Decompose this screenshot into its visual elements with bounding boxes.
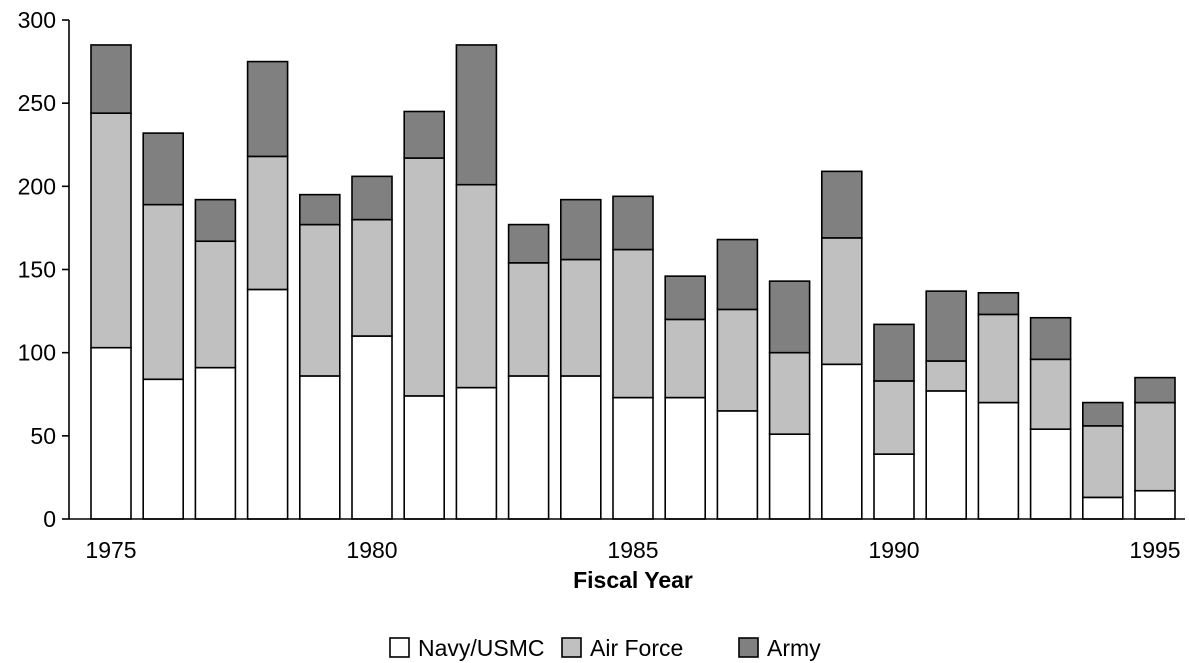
bar-army-1976	[142, 132, 184, 206]
bar-navy-usmc-1989	[820, 363, 863, 520]
bar-army-1983	[507, 223, 550, 264]
bar-navy-usmc-1975	[90, 346, 132, 520]
bar-army-1992	[977, 291, 1020, 316]
bar-army-1981	[403, 110, 446, 159]
bar-air-force-1990	[873, 380, 915, 455]
bar-air-force-1984	[559, 258, 602, 377]
bar-army-1994	[1082, 401, 1124, 427]
bars-group	[90, 44, 1176, 520]
bar-army-1987	[716, 238, 759, 311]
bar-army-1978	[246, 60, 289, 158]
bar-army-1993	[1029, 316, 1072, 361]
bar-navy-usmc-1992	[977, 401, 1020, 520]
legend: Navy/USMC Air Force Army	[389, 635, 821, 661]
bar-navy-usmc-1982	[455, 386, 498, 520]
bar-navy-usmc-1979	[298, 375, 341, 520]
bar-air-force-1991	[925, 360, 968, 392]
x-tick-label: 1990	[868, 537, 919, 563]
bar-navy-usmc-1981	[403, 395, 446, 520]
legend-swatch-army	[738, 637, 759, 658]
y-tick-label: 50	[30, 423, 56, 449]
bar-army-1991	[925, 290, 968, 362]
bar-air-force-1977	[194, 240, 237, 369]
bar-army-1979	[298, 193, 341, 226]
bar-army-1989	[820, 170, 863, 239]
legend-swatch-air-force	[561, 637, 582, 658]
bar-air-force-1988	[768, 351, 811, 435]
bar-navy-usmc-1990	[873, 453, 915, 520]
x-tick-label: 1980	[346, 537, 397, 563]
bar-air-force-1989	[820, 237, 863, 366]
bar-air-force-1980	[351, 218, 393, 337]
bar-air-force-1983	[507, 262, 550, 377]
bar-navy-usmc-1985	[612, 396, 654, 520]
y-tick-label: 300	[18, 7, 56, 33]
bar-army-1986	[664, 275, 707, 321]
bar-navy-usmc-1983	[507, 375, 550, 520]
bar-army-1975	[90, 44, 132, 114]
bar-navy-usmc-1984	[559, 375, 602, 520]
y-tick-label: 200	[18, 173, 56, 199]
bar-army-1984	[559, 198, 602, 261]
legend-label: Air Force	[590, 635, 683, 661]
bar-air-force-1992	[977, 313, 1020, 404]
bar-navy-usmc-1977	[194, 366, 237, 520]
bar-air-force-1975	[90, 112, 132, 349]
bar-navy-usmc-1986	[664, 396, 707, 520]
bar-army-1995	[1134, 376, 1176, 404]
bar-air-force-1976	[142, 203, 184, 381]
legend-label: Navy/USMC	[418, 635, 545, 661]
y-tick-label: 100	[18, 340, 56, 366]
bar-air-force-1995	[1134, 401, 1176, 492]
y-tick-label: 0	[43, 506, 56, 532]
bar-navy-usmc-1993	[1029, 428, 1072, 520]
legend-swatch-navy-usmc	[389, 637, 410, 658]
x-tick-label: 1975	[85, 537, 136, 563]
bar-air-force-1985	[612, 248, 654, 399]
bar-army-1985	[612, 195, 654, 251]
bar-air-force-1986	[664, 318, 707, 399]
bar-army-1988	[768, 280, 811, 354]
x-axis-title: Fiscal Year	[573, 567, 693, 593]
y-tick-label: 150	[18, 257, 56, 283]
bar-army-1977	[194, 198, 237, 243]
bar-navy-usmc-1988	[768, 433, 811, 520]
x-tick-label: 1985	[607, 537, 658, 563]
bar-navy-usmc-1987	[716, 410, 759, 520]
y-tick-labels: 0 50 100 150 200 250 300	[18, 7, 56, 532]
x-tick-label: 1995	[1129, 537, 1180, 563]
bar-air-force-1993	[1029, 358, 1072, 430]
bar-navy-usmc-1978	[246, 288, 289, 520]
bar-army-1982	[455, 44, 498, 186]
bar-navy-usmc-1980	[351, 335, 393, 520]
bar-air-force-1982	[455, 183, 498, 389]
bar-navy-usmc-1991	[925, 390, 968, 520]
bar-navy-usmc-1995	[1134, 489, 1176, 520]
bar-air-force-1979	[298, 223, 341, 377]
axes-group	[62, 19, 1185, 520]
bar-air-force-1987	[716, 308, 759, 412]
bar-air-force-1978	[246, 155, 289, 291]
legend-label: Army	[767, 635, 821, 661]
bar-air-force-1994	[1082, 425, 1124, 499]
bar-army-1980	[351, 175, 393, 221]
x-tick-labels: 1975 1980 1985 1990 1995	[85, 537, 1180, 563]
bar-army-1990	[873, 323, 915, 382]
y-tick-label: 250	[18, 90, 56, 116]
bar-air-force-1981	[403, 157, 446, 397]
bar-navy-usmc-1994	[1082, 496, 1124, 520]
bar-navy-usmc-1976	[142, 378, 184, 520]
